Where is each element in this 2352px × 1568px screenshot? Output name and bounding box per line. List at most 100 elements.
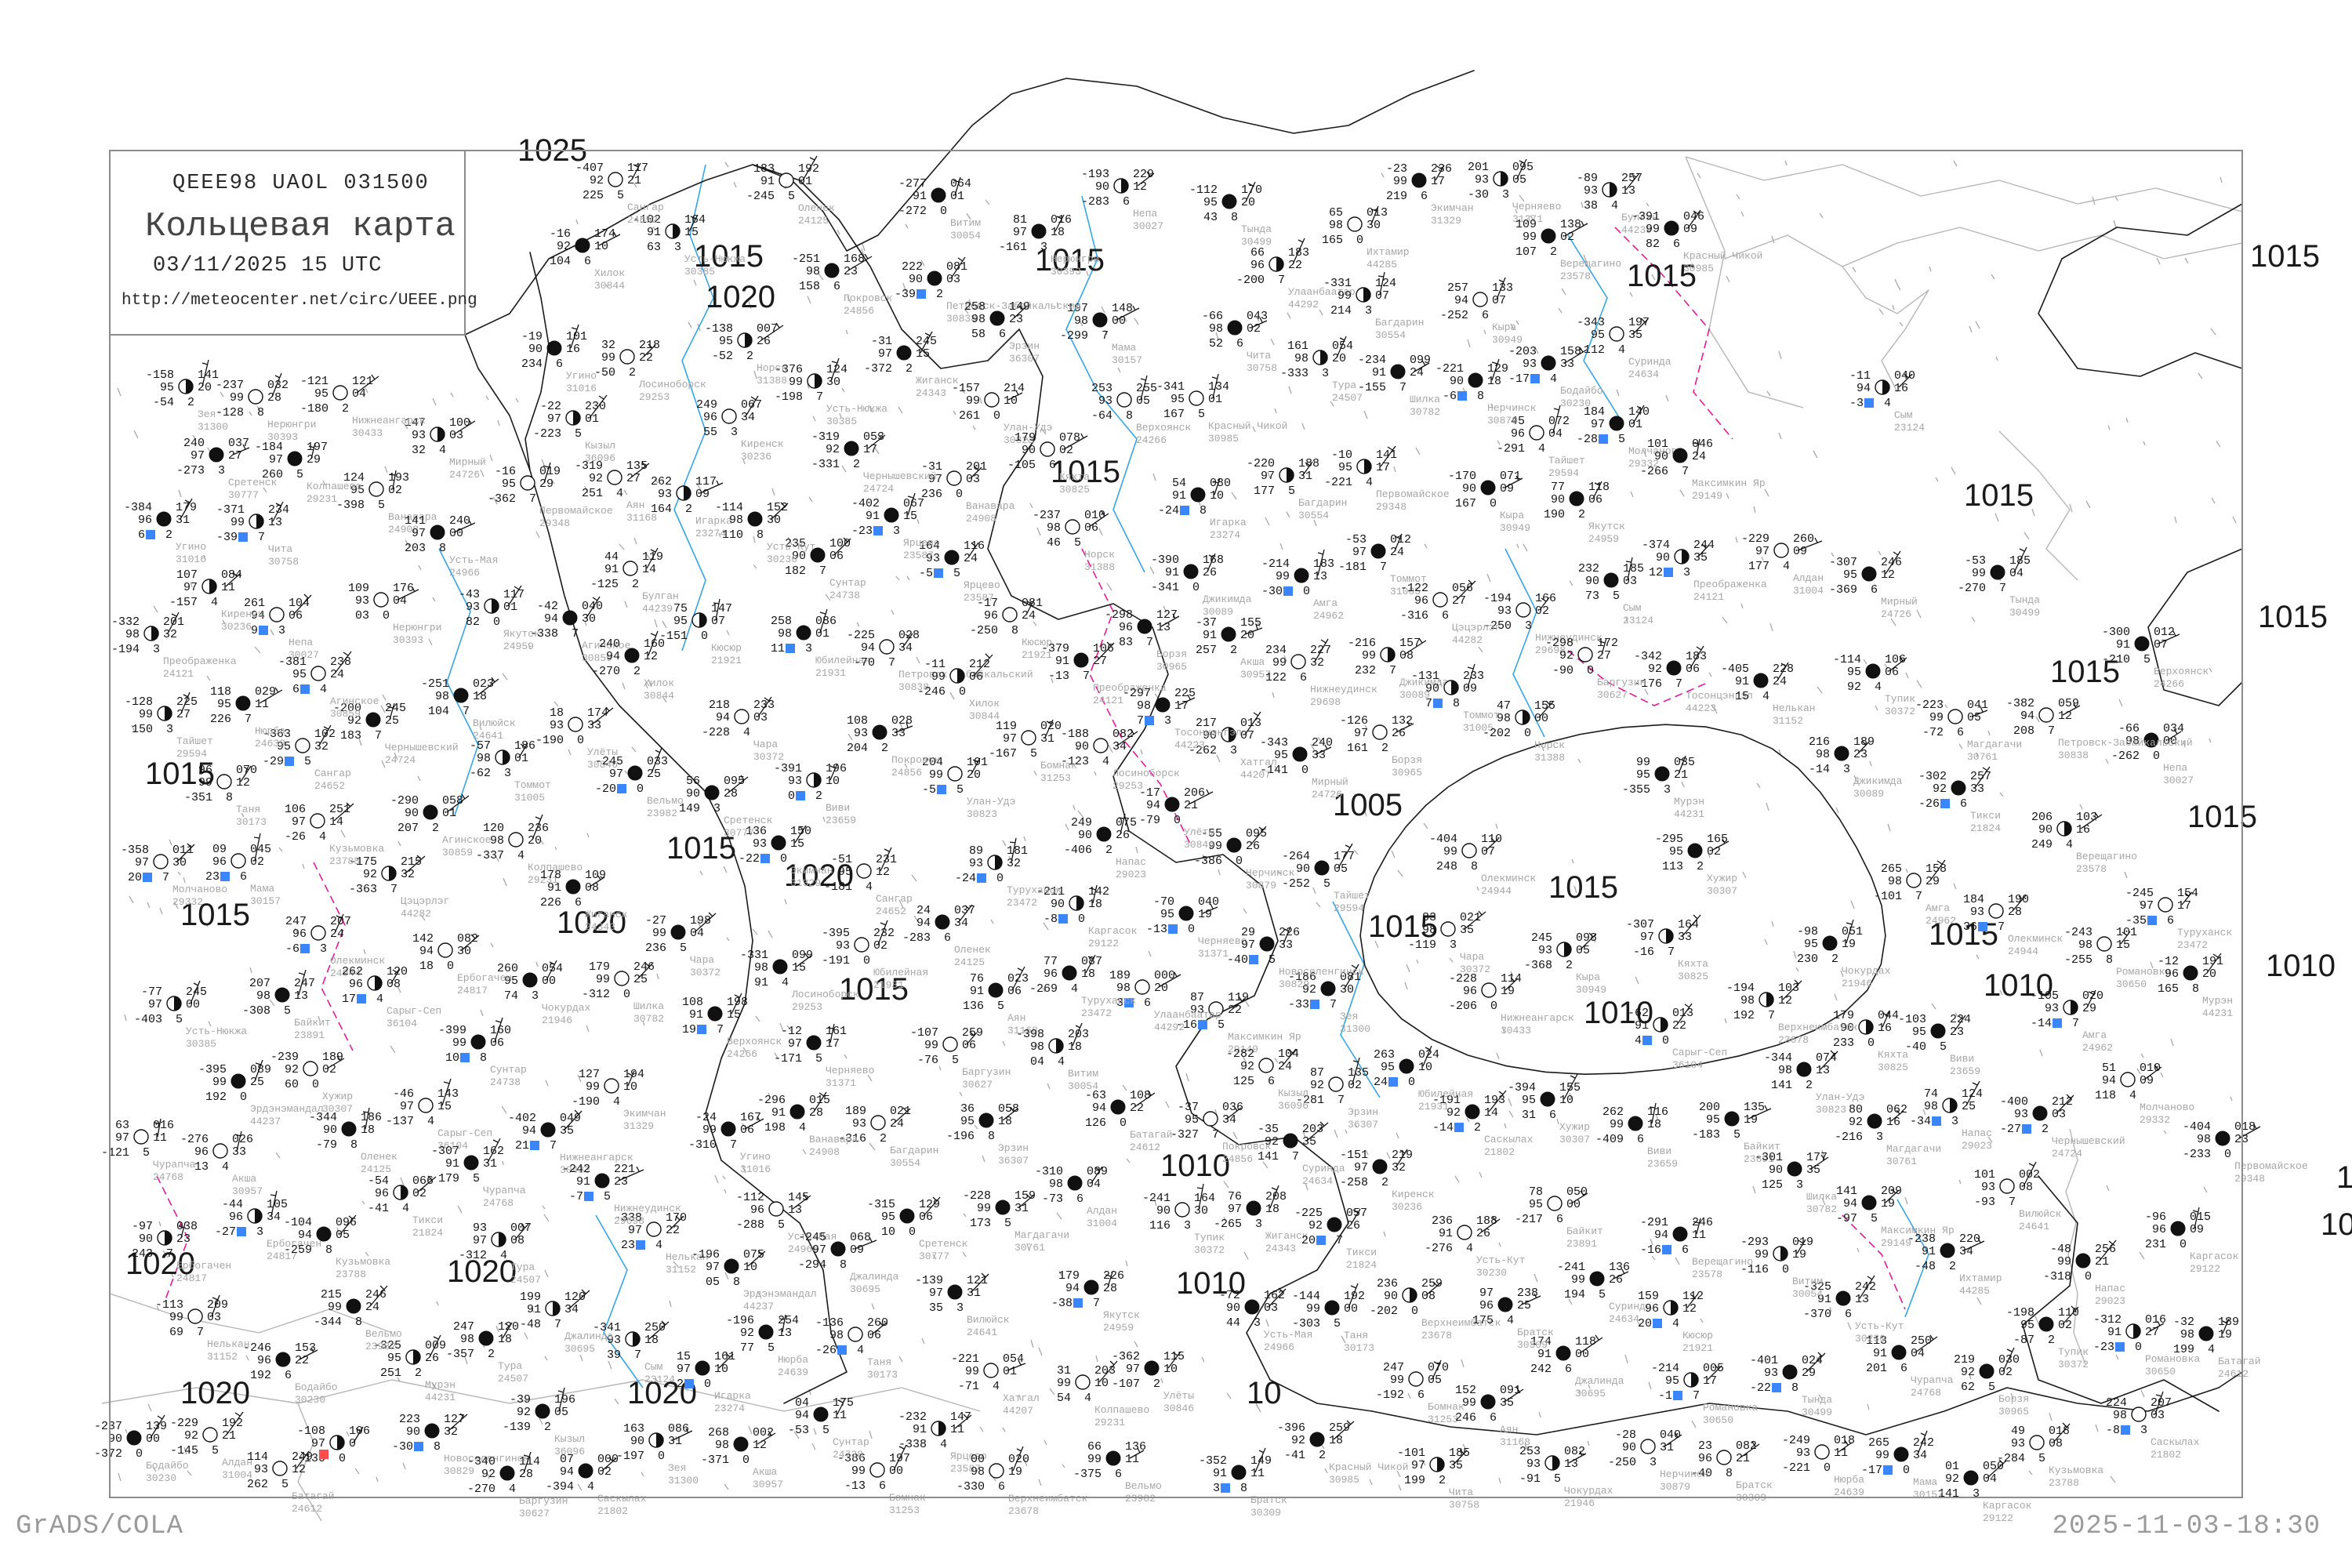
svg-text:26: 26 [1203, 566, 1217, 579]
svg-text:31: 31 [967, 1287, 981, 1300]
svg-text:-73: -73 [1042, 1192, 1063, 1206]
svg-text:3: 3 [278, 624, 285, 637]
svg-text:1015: 1015 [2187, 800, 2257, 834]
svg-text:075: 075 [1116, 816, 1137, 829]
svg-text:77: 77 [1551, 481, 1565, 494]
svg-text:262: 262 [651, 475, 672, 488]
svg-text:7: 7 [1292, 1150, 1299, 1163]
svg-text:168: 168 [1203, 554, 1224, 567]
svg-text:Кяхта: Кяхта [1059, 471, 1090, 483]
svg-text:0: 0 [1587, 664, 1594, 677]
svg-text:17: 17 [1703, 1374, 1717, 1388]
svg-text:233: 233 [1463, 670, 1484, 683]
svg-text:Сангар: Сангар [876, 893, 913, 905]
svg-text:36307: 36307 [1009, 353, 1040, 365]
svg-text:24125: 24125 [954, 956, 985, 968]
svg-text:081: 081 [1022, 597, 1043, 610]
svg-text:24634: 24634 [1628, 368, 1659, 380]
svg-text:-381: -381 [278, 655, 307, 669]
svg-text:27: 27 [1597, 649, 1611, 662]
svg-text:035: 035 [1674, 756, 1695, 769]
svg-text:29122: 29122 [1983, 1512, 2013, 1524]
svg-text:3: 3 [1876, 1131, 1883, 1144]
svg-text:95: 95 [1522, 1094, 1536, 1107]
svg-text:-214: -214 [1651, 1362, 1679, 1375]
svg-text:Эрзин: Эрзин [998, 1142, 1029, 1154]
svg-text:166: 166 [1535, 592, 1556, 605]
svg-text:30385: 30385 [186, 1038, 216, 1050]
svg-text:250: 250 [1911, 1334, 1932, 1348]
svg-text:-246: -246 [917, 685, 946, 699]
svg-text:Нюрба: Нюрба [1834, 1474, 1864, 1486]
svg-text:6: 6 [1682, 1243, 1689, 1257]
svg-text:6: 6 [2167, 914, 2174, 927]
svg-text:30: 30 [582, 612, 596, 626]
svg-text:190: 190 [2008, 893, 2029, 906]
svg-text:32: 32 [1310, 656, 1324, 670]
svg-text:3: 3 [532, 989, 539, 1003]
svg-text:-139: -139 [915, 1274, 943, 1287]
svg-text:18: 18 [498, 1333, 512, 1346]
svg-text:263: 263 [1374, 1048, 1395, 1062]
svg-text:52: 52 [1209, 337, 1223, 350]
svg-text:064: 064 [950, 177, 971, 191]
svg-text:96: 96 [194, 1145, 209, 1159]
svg-text:4: 4 [1783, 560, 1790, 573]
svg-text:23: 23 [176, 1232, 191, 1246]
svg-text:03: 03 [355, 609, 369, 622]
svg-text:98: 98 [2078, 938, 2092, 952]
svg-text:19: 19 [1842, 938, 1856, 951]
svg-text:135: 135 [626, 459, 648, 473]
svg-text:8: 8 [1453, 697, 1460, 710]
svg-text:30230: 30230 [146, 1472, 176, 1484]
svg-text:93: 93 [2014, 1108, 2028, 1121]
svg-text:6: 6 [998, 1480, 1005, 1494]
svg-text:5: 5 [604, 1190, 611, 1203]
svg-text:2: 2 [1806, 1079, 1813, 1092]
svg-text:188: 188 [1298, 457, 1319, 470]
svg-text:155: 155 [1559, 1081, 1581, 1094]
svg-text:198: 198 [764, 1121, 786, 1134]
svg-text:Зея: Зея [668, 1462, 686, 1474]
svg-text:23587: 23587 [903, 550, 934, 561]
svg-text:247: 247 [294, 977, 315, 990]
svg-text:08: 08 [585, 881, 599, 895]
svg-text:32: 32 [601, 339, 615, 352]
svg-text:6: 6 [1565, 1363, 1572, 1376]
svg-text:32: 32 [444, 1425, 458, 1439]
svg-text:93: 93 [355, 594, 369, 608]
svg-text:-351: -351 [184, 791, 212, 804]
svg-text:087: 087 [1081, 955, 1102, 968]
svg-text:23578: 23578 [1560, 270, 1591, 282]
svg-text:196: 196 [554, 1393, 575, 1406]
svg-text:041: 041 [1967, 699, 1988, 712]
svg-text:32: 32 [1392, 1161, 1406, 1174]
svg-text:254: 254 [778, 1314, 799, 1327]
svg-text:25: 25 [647, 768, 661, 781]
svg-text:97: 97 [609, 768, 623, 781]
svg-text:22: 22 [295, 1354, 309, 1367]
svg-text:-137: -137 [386, 1115, 414, 1128]
svg-text:02: 02 [388, 484, 402, 497]
svg-text:Улан-Удэ: Улан-Удэ [1816, 1091, 1864, 1103]
svg-text:-66: -66 [1202, 310, 1223, 323]
svg-text:Тупик: Тупик [2058, 1346, 2089, 1358]
svg-text:30554: 30554 [1298, 510, 1329, 521]
svg-text:Сарыг-Сеп: Сарыг-Сеп [437, 1127, 492, 1139]
svg-text:-24: -24 [695, 1111, 717, 1124]
svg-text:3: 3 [320, 942, 327, 956]
svg-text:Нижнеангарск: Нижнеангарск [1501, 1012, 1574, 1024]
svg-text:92: 92 [363, 868, 377, 881]
svg-text:94: 94 [716, 711, 730, 724]
svg-text:99: 99 [1087, 1453, 1102, 1466]
svg-text:-266: -266 [1640, 465, 1668, 478]
svg-text:-369: -369 [1829, 583, 1857, 597]
svg-text:Чита: Чита [1449, 1486, 1473, 1498]
svg-text:98: 98 [1422, 924, 1436, 937]
svg-text:Вельмо: Вельмо [1125, 1480, 1162, 1492]
svg-text:-72: -72 [1922, 726, 1944, 739]
svg-text:-384: -384 [124, 501, 152, 514]
svg-text:120: 120 [564, 1290, 586, 1304]
svg-text:29253: 29253 [639, 391, 670, 403]
svg-text:21802: 21802 [2151, 1449, 2181, 1461]
